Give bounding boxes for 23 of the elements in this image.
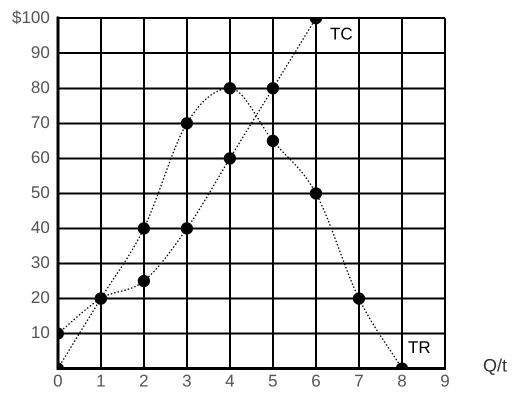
x-tick-label: 3 <box>182 371 192 390</box>
x-tick-label: 7 <box>354 371 364 390</box>
y-tick-label: 80 <box>30 78 50 97</box>
x-tick-label: 2 <box>139 371 149 390</box>
y-tick-label: 30 <box>30 253 50 272</box>
y-tick-label: 10 <box>30 323 50 342</box>
y-tick-label: 50 <box>30 183 50 202</box>
x-tick-label: 0 <box>53 371 63 390</box>
x-tick-label: 9 <box>440 371 450 390</box>
x-axis-title: Q/t <box>483 356 508 376</box>
y-tick-label: 20 <box>30 288 50 308</box>
y-tick-label: $100 <box>12 8 50 27</box>
y-tick-label: 40 <box>30 218 50 238</box>
x-tick-label: 1 <box>96 371 106 390</box>
series-label: TR <box>408 338 431 357</box>
x-tick-label: 5 <box>268 371 278 390</box>
y-tick-label: 70 <box>30 113 50 132</box>
x-tick-label: 4 <box>225 371 235 390</box>
x-tick-label: 6 <box>311 371 321 390</box>
y-tick-label: 90 <box>30 42 50 62</box>
x-tick-label: 8 <box>397 371 407 390</box>
y-tick-label: 60 <box>30 148 50 168</box>
series-label: TC <box>330 24 353 44</box>
